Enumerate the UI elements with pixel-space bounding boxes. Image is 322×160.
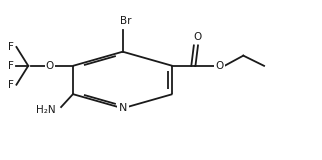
Text: H₂N: H₂N bbox=[36, 105, 55, 115]
Text: N: N bbox=[118, 103, 127, 113]
Text: O: O bbox=[46, 61, 54, 71]
Text: F: F bbox=[8, 42, 14, 52]
Text: O: O bbox=[194, 32, 202, 42]
Text: Br: Br bbox=[119, 16, 131, 26]
Text: O: O bbox=[215, 61, 223, 71]
Text: F: F bbox=[8, 80, 14, 90]
Text: F: F bbox=[8, 61, 14, 71]
